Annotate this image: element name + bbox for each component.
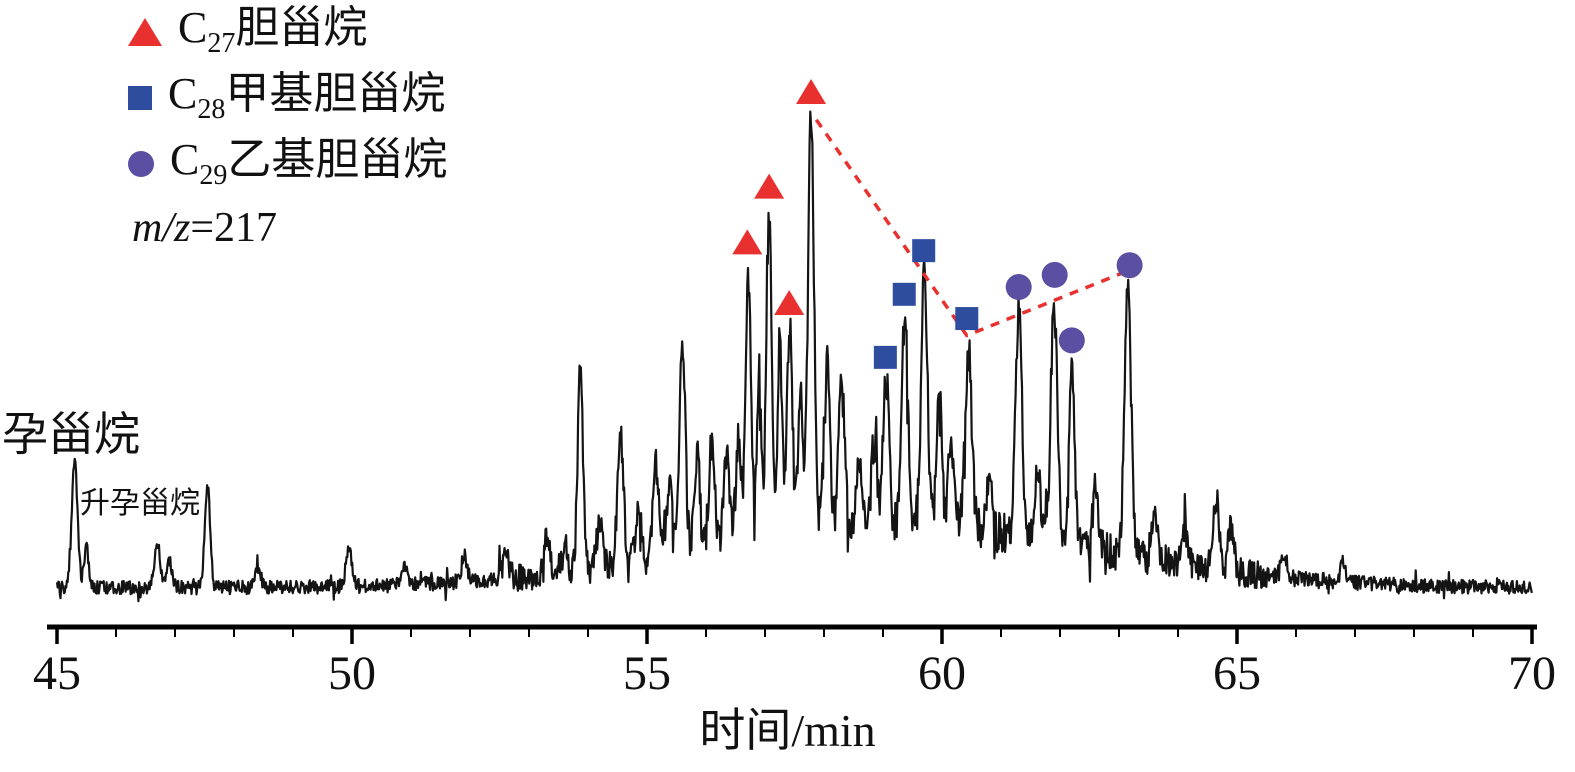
annotation-pregnane: 孕甾烷 bbox=[2, 409, 140, 460]
x-axis-tick-label: 60 bbox=[918, 647, 966, 700]
mz-label: m/z=217 bbox=[132, 205, 278, 251]
legend-item-c29: C29乙基胆甾烷 bbox=[128, 138, 447, 190]
circle-marker-icon bbox=[128, 151, 154, 177]
triangle-marker-icon bbox=[128, 18, 162, 46]
chromatogram-trace bbox=[55, 110, 1533, 603]
legend-item-c28: C28甲基胆甾烷 bbox=[128, 72, 447, 124]
legend-item-c27: C27胆甾烷 bbox=[128, 6, 447, 58]
triangle-peak-marker bbox=[796, 79, 827, 105]
triangle-peak-marker bbox=[774, 290, 805, 315]
x-axis-tick-label: 70 bbox=[1508, 647, 1556, 700]
x-axis-tick-label: 45 bbox=[33, 647, 81, 700]
triangle-peak-marker bbox=[732, 229, 763, 255]
square-marker-icon bbox=[128, 86, 152, 110]
square-peak-marker bbox=[955, 307, 979, 331]
legend-item-mz: m/z=217 bbox=[128, 204, 447, 252]
square-peak-marker bbox=[892, 282, 916, 306]
chart-legend: C27胆甾烷 C28甲基胆甾烷 C29乙基胆甾烷 m/z=217 bbox=[128, 6, 447, 252]
legend-label-c29: C29乙基胆甾烷 bbox=[170, 135, 448, 191]
annotation-homopregnane: 升孕甾烷 bbox=[80, 487, 200, 520]
legend-label-c28: C28甲基胆甾烷 bbox=[168, 69, 446, 125]
circle-peak-marker bbox=[1116, 252, 1143, 279]
x-axis-title: 时间/min bbox=[699, 705, 876, 756]
legend-label-c27: C27胆甾烷 bbox=[178, 3, 368, 59]
circle-peak-marker bbox=[1041, 261, 1068, 288]
circle-peak-marker bbox=[1058, 327, 1085, 354]
x-axis-tick-label: 50 bbox=[328, 647, 376, 700]
x-axis-tick-label: 65 bbox=[1213, 647, 1261, 700]
square-peak-marker bbox=[912, 239, 936, 263]
dashed-trend-line bbox=[814, 118, 1131, 338]
x-axis-tick-label: 55 bbox=[623, 647, 671, 700]
circle-peak-marker bbox=[1005, 274, 1032, 301]
triangle-peak-marker bbox=[754, 173, 785, 199]
square-peak-marker bbox=[873, 345, 897, 369]
